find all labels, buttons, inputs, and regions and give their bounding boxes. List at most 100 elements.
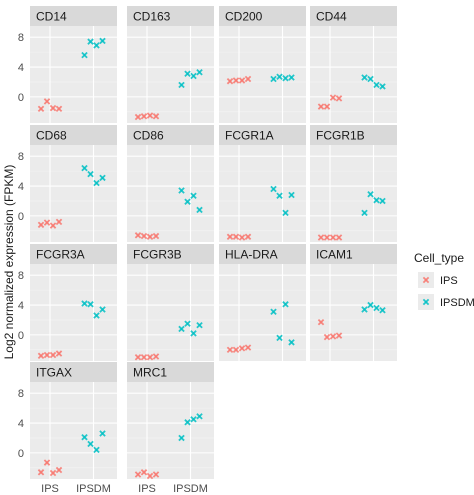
facet-strip	[127, 6, 214, 26]
point-ips	[152, 232, 160, 240]
point-ips	[335, 332, 343, 339]
point-ips	[323, 103, 331, 110]
point-ips	[49, 351, 57, 359]
point-ips	[55, 350, 63, 357]
facet-label: FCGR1A	[225, 129, 274, 143]
point-ips	[134, 113, 142, 121]
point-ipsdm	[99, 37, 106, 45]
x-tick-label: IPS	[138, 483, 156, 495]
point-ips	[238, 345, 246, 352]
point-ipsdm	[276, 334, 283, 342]
point-ipsdm	[270, 75, 277, 83]
legend-label: IPS	[440, 275, 458, 287]
panel-fcgr3a: FCGR3A 0 4 8	[18, 244, 117, 361]
point-ips	[55, 218, 63, 226]
point-ips	[323, 333, 331, 341]
point-ips	[226, 346, 234, 354]
panel-background	[127, 382, 214, 479]
facet-label: FCGR1B	[316, 129, 365, 143]
y-tick-label: 8	[18, 270, 24, 282]
point-ips	[152, 353, 160, 360]
y-tick-label: 4	[18, 62, 24, 74]
legend-entry-ipsdm: IPSDM	[418, 294, 474, 310]
legend-entry-ips: IPS	[418, 272, 458, 288]
point-ips	[146, 472, 154, 480]
point-ipsdm	[190, 330, 197, 337]
point-ipsdm	[99, 174, 106, 182]
point-ipsdm	[196, 69, 203, 76]
x-tick-label: IPS	[41, 483, 59, 495]
point-ips	[43, 98, 51, 105]
point-ipsdm	[178, 325, 185, 333]
facet-label: ICAM1	[316, 248, 353, 262]
point-ips	[329, 94, 337, 101]
point-ips	[244, 75, 252, 83]
point-ipsdm	[190, 416, 197, 423]
point-ipsdm	[367, 301, 374, 309]
y-tick-label: 0	[18, 448, 24, 460]
point-ipsdm	[196, 413, 203, 420]
point-ipsdm	[373, 196, 380, 204]
panel-cd14: CD14 0 4 8	[18, 6, 117, 123]
panel-background	[127, 145, 214, 242]
point-ipsdm	[373, 304, 380, 312]
facet-label: FCGR3B	[133, 248, 182, 262]
facet-strip	[310, 244, 397, 264]
panel-background	[310, 145, 397, 242]
panels-layer: CD14 0 4 8 CD163 CD200 CD44 CD68 0 4 8 CD86 FCGR1A FC…	[18, 6, 397, 495]
point-ipsdm	[93, 42, 100, 49]
point-ipsdm	[276, 73, 283, 80]
y-tick-label: 4	[18, 300, 24, 312]
point-ips	[232, 346, 240, 354]
point-ipsdm	[270, 185, 277, 193]
panel-background	[30, 145, 117, 242]
point-ips	[43, 351, 51, 359]
point-ips	[140, 354, 148, 361]
point-ipsdm	[178, 81, 185, 89]
point-ipsdm	[99, 430, 106, 437]
point-ipsdm	[190, 72, 197, 80]
point-ips	[140, 113, 148, 120]
point-ipsdm	[196, 206, 203, 214]
y-tick-label: 8	[18, 151, 24, 163]
point-ips	[134, 354, 142, 361]
panel-mrc1: MRC1	[127, 362, 214, 480]
point-ips	[55, 466, 63, 474]
point-ips	[152, 113, 160, 120]
legend-label: IPSDM	[440, 297, 474, 309]
panel-cd86: CD86	[127, 125, 214, 242]
facet-label: CD200	[225, 10, 263, 24]
y-tick-label: 0	[18, 330, 24, 342]
point-ipsdm	[196, 321, 203, 329]
panel-background	[219, 145, 306, 242]
point-ips	[232, 77, 240, 84]
point-ips	[238, 234, 246, 241]
point-ipsdm	[270, 308, 277, 315]
facet-strip	[30, 362, 117, 382]
panel-background	[127, 264, 214, 361]
point-ips	[244, 233, 252, 241]
x-tick-label: IPSDM	[173, 483, 208, 495]
point-ips	[43, 219, 51, 226]
point-ipsdm	[81, 433, 88, 441]
facet-label: CD14	[36, 10, 67, 24]
point-ips	[140, 469, 148, 476]
point-ips	[146, 112, 154, 119]
facet-strip	[127, 244, 214, 264]
point-ips	[329, 333, 337, 340]
point-ipsdm	[288, 191, 295, 199]
panel-background	[310, 264, 397, 361]
point-ipsdm	[379, 307, 386, 314]
facet-label: CD44	[316, 10, 347, 24]
panel-background	[219, 26, 306, 123]
point-ipsdm	[282, 209, 289, 217]
point-ipsdm	[361, 74, 368, 81]
panel-background	[30, 264, 117, 361]
y-tick-label: 8	[18, 388, 24, 400]
point-ipsdm	[288, 339, 295, 346]
point-ipsdm	[361, 306, 368, 313]
point-ipsdm	[184, 198, 191, 205]
point-ips	[146, 233, 154, 241]
point-ips	[140, 232, 148, 240]
facet-strip	[127, 125, 214, 145]
